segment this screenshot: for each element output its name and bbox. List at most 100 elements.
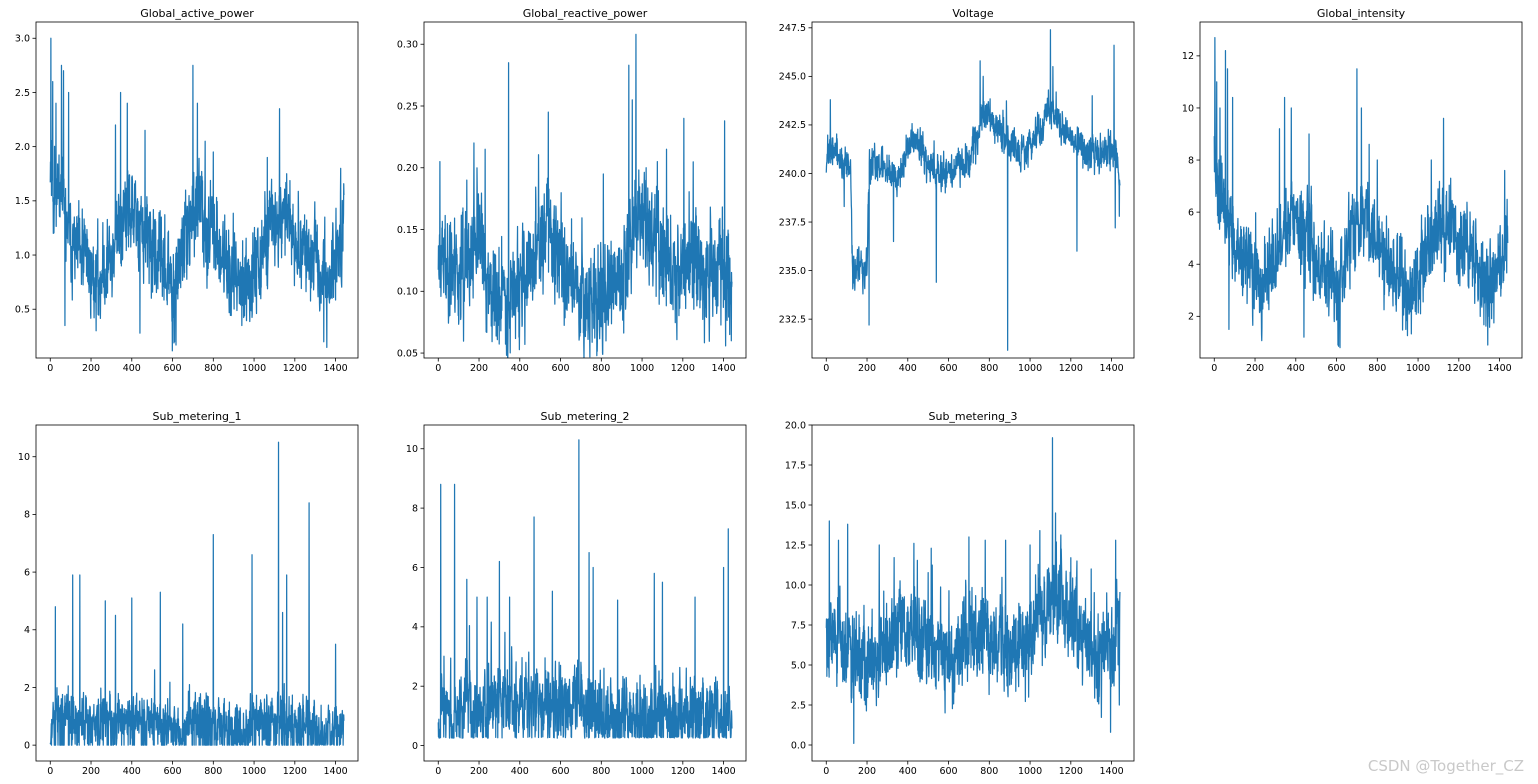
y-tick-label: 12.5 [785,540,806,551]
x-tick-label: 400 [1287,363,1305,374]
x-tick-label: 600 [163,766,181,777]
x-tick-label: 1400 [323,766,347,777]
y-tick-label: 0 [24,740,30,751]
x-tick-label: 1000 [1406,363,1430,374]
x-tick-label: 200 [470,766,488,777]
axes-frame [423,424,747,762]
y-tick-label: 242.5 [779,120,806,131]
x-tick-label: 800 [980,363,998,374]
y-tick-label: 2.5 [15,88,30,99]
series-line [1213,37,1509,349]
x-tick-label: 400 [899,363,917,374]
y-tick-label: 0.30 [397,40,418,51]
x-tick-label: 600 [939,363,957,374]
x-tick-label: 1200 [671,363,695,374]
y-tick-label: 8 [1188,155,1194,166]
x-tick-label: 200 [858,363,876,374]
x-tick-label: 200 [858,766,876,777]
y-tick-label: 7.5 [791,620,806,631]
subplot-6: 0 200 400 600 800 1000 1200 1400 0 2 4 6 8 10 Sub_mete… [406,410,747,777]
x-tick-label: 800 [1368,363,1386,374]
x-tick-label: 1200 [1059,766,1083,777]
x-tick-label: 0 [435,363,441,374]
subplot-3: 0 200 400 600 800 1000 1200 1400 232.5 235.0 237.5… [779,7,1135,374]
series-line [437,33,733,358]
x-tick-label: 400 [511,363,529,374]
axes-frame [811,424,1135,762]
x-tick-label: 200 [82,766,100,777]
y-tick-label: 10 [406,444,418,455]
x-tick-label: 200 [82,363,100,374]
x-tick-label: 1000 [242,766,266,777]
y-tick-label: 4 [24,625,30,636]
x-tick-label: 1400 [323,363,347,374]
x-tick-label: 600 [551,363,569,374]
y-tick-label: 8 [24,510,30,521]
series-line [49,37,345,352]
subplot-title: Voltage [952,7,993,20]
y-tick-label: 8 [412,503,418,514]
y-tick-label: 10 [1182,103,1194,114]
y-tick-label: 0.20 [397,163,418,174]
x-tick-label: 800 [592,766,610,777]
y-tick-label: 2.0 [15,142,30,153]
y-tick-label: 12 [1182,51,1194,62]
x-tick-label: 1400 [1099,363,1123,374]
x-tick-label: 400 [123,766,141,777]
y-tick-label: 232.5 [779,314,806,325]
subplot-title: Sub_metering_2 [540,410,629,423]
x-tick-label: 1000 [242,363,266,374]
y-tick-label: 15.0 [785,500,806,511]
series-line [825,437,1121,745]
y-tick-label: 6 [412,563,418,574]
y-tick-label: 0.25 [397,101,418,112]
x-tick-label: 1200 [1447,363,1471,374]
y-tick-label: 247.5 [779,23,806,34]
series-line [825,29,1121,351]
y-tick-label: 5.0 [791,660,806,671]
x-tick-label: 1000 [630,766,654,777]
x-tick-label: 1200 [1059,363,1083,374]
subplot-5: 0 200 400 600 800 1000 1200 1400 0 2 4 6 8 10 Sub_mete… [18,410,359,777]
x-tick-label: 800 [980,766,998,777]
subplot-7: 0 200 400 600 800 1000 1200 1400 0.0 2.5 5.0 7.5 10.… [785,410,1135,777]
x-tick-label: 1200 [671,766,695,777]
y-tick-label: 17.5 [785,460,806,471]
x-tick-label: 1000 [1018,363,1042,374]
y-tick-label: 2 [1188,312,1194,323]
y-tick-label: 3.0 [15,34,30,45]
y-tick-label: 20.0 [785,420,806,431]
y-tick-label: 0 [412,741,418,752]
x-tick-label: 0 [823,363,829,374]
x-tick-label: 200 [1246,363,1264,374]
x-tick-label: 0 [1211,363,1217,374]
y-tick-label: 235.0 [779,266,806,277]
axes-frame [423,21,747,359]
x-tick-label: 600 [939,766,957,777]
subplot-1: 0 200 400 600 800 1000 1200 1400 0.5 1.0 1.5 2.0 2.5… [15,7,359,374]
x-tick-label: 600 [1327,363,1345,374]
y-tick-label: 2.5 [791,700,806,711]
axes-frame [1199,21,1523,359]
x-tick-label: 400 [123,363,141,374]
y-tick-label: 6 [1188,207,1194,218]
subplot-title: Sub_metering_1 [152,410,241,423]
x-tick-label: 800 [204,766,222,777]
y-tick-label: 4 [1188,260,1194,271]
y-tick-label: 0.0 [791,740,806,751]
x-tick-label: 0 [435,766,441,777]
y-tick-label: 4 [412,622,418,633]
x-tick-label: 1000 [630,363,654,374]
x-tick-label: 1400 [711,766,735,777]
watermark: CSDN @Together_CZ [1367,757,1524,775]
x-tick-label: 0 [47,363,53,374]
y-tick-label: 0.5 [15,305,30,316]
subplot-2: 0 200 400 600 800 1000 1200 1400 0.05 0.10 0.15 0.2… [397,7,747,374]
y-tick-label: 1.5 [15,196,30,207]
x-tick-label: 600 [163,363,181,374]
x-tick-label: 400 [511,766,529,777]
x-tick-label: 1200 [283,363,307,374]
subplot-title: Global_active_power [140,7,254,20]
x-tick-label: 0 [823,766,829,777]
x-tick-label: 1200 [283,766,307,777]
